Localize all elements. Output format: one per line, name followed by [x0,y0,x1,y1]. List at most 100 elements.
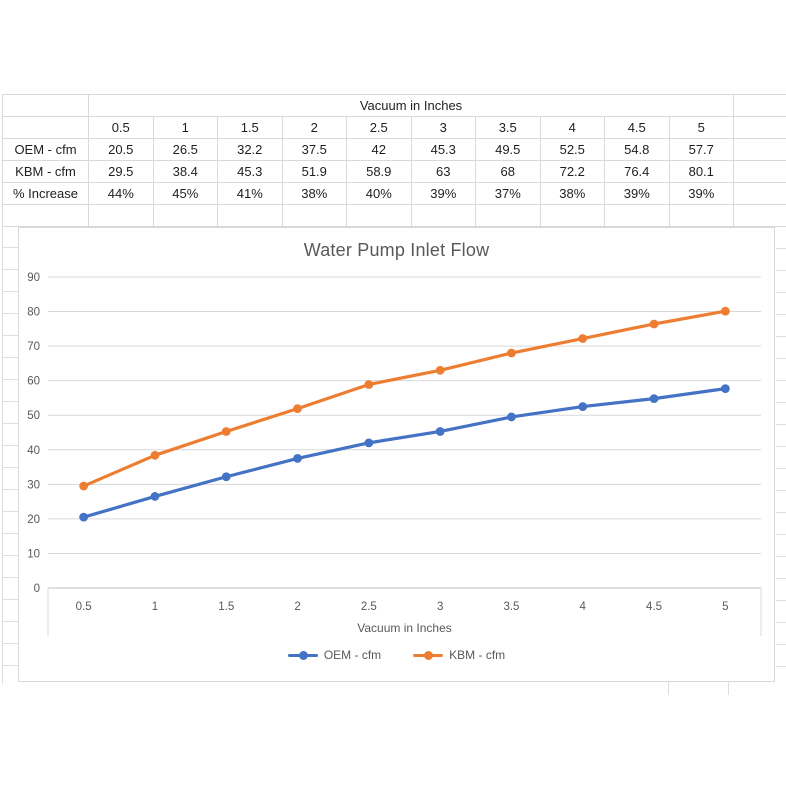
table-cell: 20.5 [89,139,154,161]
table-cell: 37.5 [282,139,347,161]
x-axis-label: 2.5 [361,601,377,613]
series-marker [649,319,659,329]
y-axis-label: 10 [27,548,40,560]
series-marker [364,380,374,389]
table-cell: 29.5 [89,161,154,183]
table-row-label: KBM - cfm [3,161,89,183]
x-axis-label: 1 [152,601,158,613]
x-axis-label: 0.5 [76,601,92,613]
series-marker [293,454,302,463]
table-cell: 42 [347,139,412,161]
table-cell: 45.3 [411,139,476,161]
table-cell: 72.2 [540,161,605,183]
chart-svg: 0 10 20 30 40 50 60 70 80 90 0.5 1 1.5 2 2.5 3 3.5 4 4.5 5 V… [27,272,762,636]
table-col-header: 4 [540,117,605,139]
table-cell: 32.2 [218,139,283,161]
series-marker [150,492,160,501]
legend-item: KBM - cfm [413,648,505,662]
series-marker [221,427,231,436]
table-cell: 63 [411,161,476,183]
table-cell-empty [282,205,347,227]
table-cell-empty [734,95,786,117]
series-marker [364,438,374,448]
series-marker [720,384,730,394]
series-marker [507,412,516,422]
table-cell-empty [734,139,786,161]
table-cell: 39% [669,183,734,205]
table-cell: 76.4 [605,161,670,183]
series-marker [507,348,516,358]
y-axis-label: 70 [27,341,40,353]
table-col-header: 3.5 [476,117,541,139]
table-cell: 39% [605,183,670,205]
series-marker [293,404,302,414]
table-cell-empty [3,95,89,117]
worksheet-gridline-tick [728,682,729,695]
table-col-header: 1 [153,117,218,139]
x-axis-label: 4.5 [646,601,662,613]
table-col-header: 4.5 [605,117,670,139]
y-axis-label: 20 [27,514,40,526]
table-cell: 38% [282,183,347,205]
series-marker [221,472,231,482]
series-line [82,309,727,488]
chart-panel: Water Pump Inlet Flow 0 10 20 30 40 50 60 70 80 9… [18,227,775,682]
y-axis-label: 50 [27,410,40,422]
series-line [82,387,727,519]
x-axis-label: 4 [580,601,587,613]
table-cell: 38.4 [153,161,218,183]
x-axis-label: 1.5 [218,601,234,613]
table-cell: 44% [89,183,154,205]
table-col-header: 3 [411,117,476,139]
legend-label: OEM - cfm [323,648,382,662]
table-col-header: 2 [282,117,347,139]
series-marker [435,365,445,375]
chart-title: Water Pump Inlet Flow [303,240,490,260]
series-marker [79,512,89,522]
table-cell: 41% [218,183,283,205]
chart-legend: OEM - cfm KBM - cfm [19,642,774,668]
series-marker [720,306,730,316]
y-axis-label: 30 [27,479,40,491]
x-axis-label: 3.5 [503,601,519,613]
table-col-header: 0.5 [89,117,154,139]
table-header-vacuum: Vacuum in Inches [89,95,734,117]
table-cell: 68 [476,161,541,183]
table-cell-empty [734,161,786,183]
y-axis-label: 90 [27,272,40,284]
table-cell-empty [89,205,154,227]
table-cell-empty [153,205,218,227]
table-cell-empty [540,205,605,227]
legend-marker-dot [424,650,434,660]
series-marker [649,394,659,404]
table-cell: 58.9 [347,161,412,183]
y-axis-label: 0 [34,583,40,595]
table-cell-empty [347,205,412,227]
y-axis-label: 60 [27,376,40,388]
table-cell: 51.9 [282,161,347,183]
worksheet-gridlines-left [2,226,19,684]
table-cell: 49.5 [476,139,541,161]
x-axis-label: 5 [722,601,728,613]
table-cell: 37% [476,183,541,205]
table-cell: 38% [540,183,605,205]
legend-marker-dot [298,650,308,660]
series-marker [578,334,588,343]
series-marker [150,450,160,460]
table-col-header: 5 [669,117,734,139]
series-marker [578,402,588,411]
table-cell: 40% [347,183,412,205]
table-cell-empty [411,205,476,227]
legend-line-marker-swatch [287,650,318,660]
table-col-header: 2.5 [347,117,412,139]
table-cell: 45.3 [218,161,283,183]
legend-item: OEM - cfm [287,648,382,662]
table-row-label: OEM - cfm [3,139,89,161]
y-axis-label: 80 [27,307,40,319]
worksheet-gridlines-right [776,227,786,685]
y-axis-label: 40 [27,445,40,457]
table-cell: 80.1 [669,161,734,183]
table-cell: 45% [153,183,218,205]
table-cell-empty [734,205,786,227]
x-axis-title: Vacuum in Inches [357,621,452,635]
